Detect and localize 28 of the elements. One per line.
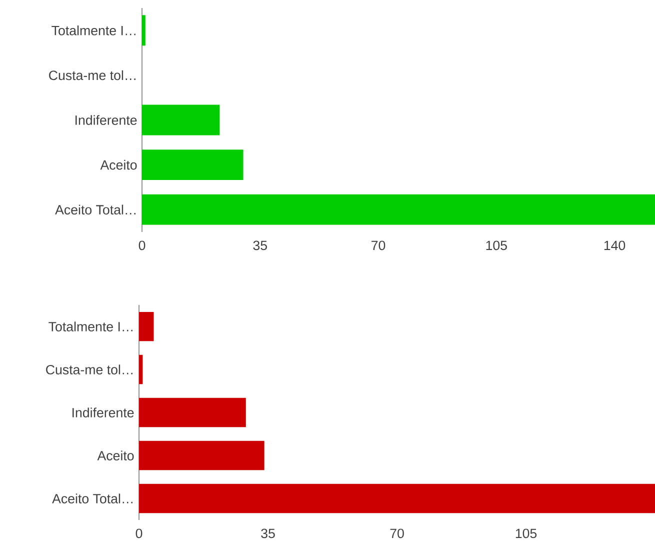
x-tick-label: 70 [372, 240, 386, 250]
bar [142, 150, 244, 180]
bar [139, 354, 143, 384]
y-tick-label: Aceito [100, 160, 137, 170]
y-tick-label: Indiferente [72, 408, 134, 418]
bar [142, 194, 655, 225]
x-tick-label: 0 [136, 528, 142, 538]
y-tick-label: Aceito Total… [55, 204, 136, 214]
y-tick-label: Indiferente [76, 115, 137, 125]
y-tick-label: Aceito Total… [52, 494, 132, 504]
x-tick-label: 35 [253, 240, 267, 250]
y-tick-label: Totalmente I… [48, 322, 132, 332]
y-tick-label: Custa-me tol… [46, 364, 132, 374]
y-tick-label: Custa-me tol… [49, 70, 136, 80]
x-tick-label: 105 [486, 240, 507, 250]
x-tick-label: 70 [390, 528, 404, 538]
x-tick-label: 140 [604, 240, 626, 250]
x-tick-label: 0 [138, 240, 146, 250]
bar [139, 484, 655, 514]
y-tick-label: Totalmente I… [52, 26, 136, 36]
bar [142, 15, 146, 46]
y-tick-label: Aceito [97, 450, 134, 460]
bar [139, 312, 154, 342]
bar [142, 104, 220, 136]
bar [139, 440, 264, 470]
bar [139, 398, 246, 428]
x-tick-label: 105 [516, 528, 537, 538]
x-tick-label: 35 [261, 528, 275, 538]
